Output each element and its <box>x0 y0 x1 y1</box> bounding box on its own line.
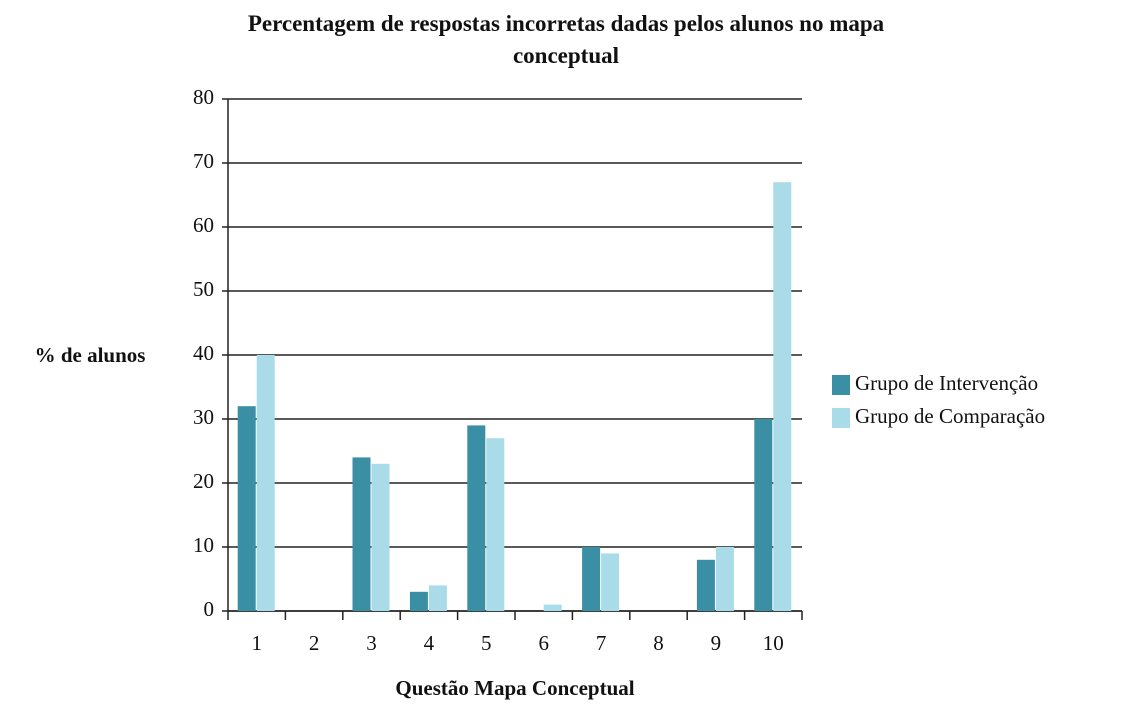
legend-label: Grupo de Comparação <box>855 404 1045 428</box>
x-tick-label: 7 <box>596 631 607 655</box>
y-tick-label: 80 <box>193 85 214 109</box>
bar <box>237 406 256 611</box>
y-tick-label: 30 <box>193 405 214 429</box>
legend-swatch <box>832 408 850 428</box>
y-axis-title: % de alunos <box>35 343 146 367</box>
x-tick-label: 10 <box>763 631 784 655</box>
bar <box>256 355 275 611</box>
x-tick-label: 5 <box>481 631 492 655</box>
bar <box>582 547 601 611</box>
x-tick-label: 6 <box>538 631 549 655</box>
x-tick-label: 9 <box>711 631 722 655</box>
bar <box>754 419 773 611</box>
y-tick-label: 40 <box>193 341 214 365</box>
y-tick-label: 60 <box>193 213 214 237</box>
bar <box>696 559 715 611</box>
x-tick-label: 3 <box>366 631 377 655</box>
legend-swatch <box>832 375 850 395</box>
bar <box>409 591 428 611</box>
bar <box>371 463 390 611</box>
y-tick-label: 50 <box>193 277 214 301</box>
x-tick-label: 4 <box>424 631 435 655</box>
x-axis-title: Questão Mapa Conceptual <box>395 676 634 700</box>
bar <box>773 182 792 611</box>
y-tick-label: 10 <box>193 533 214 557</box>
x-tick-label: 1 <box>251 631 262 655</box>
y-tick-label: 70 <box>193 149 214 173</box>
legend-label: Grupo de Intervenção <box>855 371 1038 395</box>
chart-title: Percentagem de respostas incorretas dada… <box>247 11 885 68</box>
y-tick-label: 0 <box>204 597 215 621</box>
bar <box>543 604 562 611</box>
x-tick-label: 2 <box>309 631 320 655</box>
bar <box>428 585 447 611</box>
bar <box>486 438 505 611</box>
x-tick-label: 8 <box>653 631 664 655</box>
y-tick-label: 20 <box>193 469 214 493</box>
bar <box>467 425 486 611</box>
bar <box>352 457 371 611</box>
bar <box>601 553 620 611</box>
bar <box>715 547 734 611</box>
